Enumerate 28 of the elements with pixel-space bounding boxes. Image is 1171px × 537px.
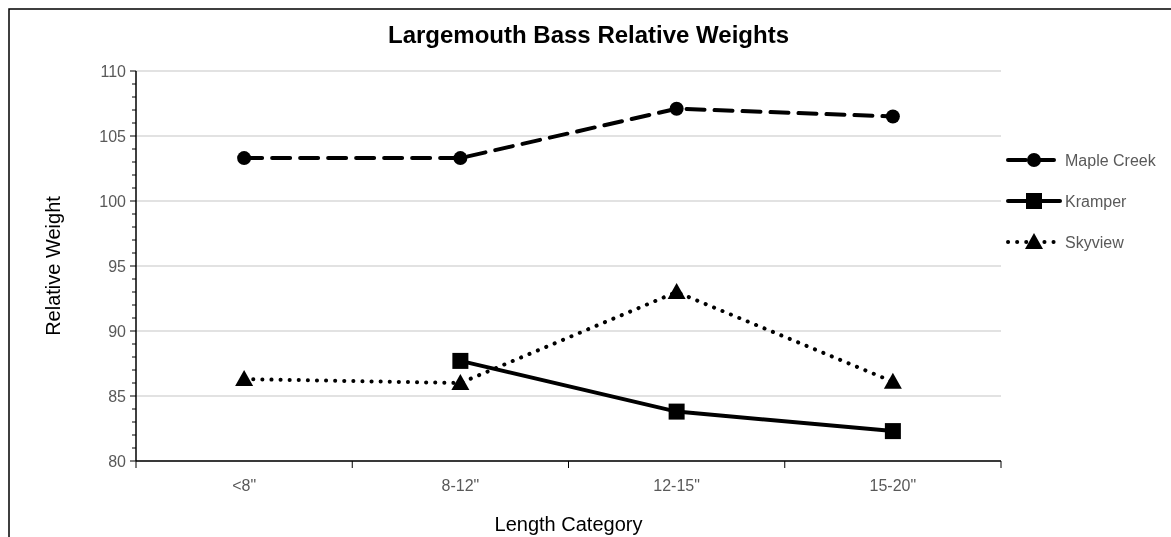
- legend-label: Skyview: [1065, 233, 1125, 251]
- point: [451, 374, 470, 390]
- y-tick-label: 90: [108, 322, 127, 340]
- legend-label: Kramper: [1065, 192, 1128, 210]
- point: [884, 423, 901, 440]
- point: [237, 151, 252, 166]
- y-tick-label: 85: [108, 387, 127, 405]
- y-tick-label: 100: [99, 192, 127, 210]
- point: [885, 109, 900, 124]
- point: [668, 403, 685, 420]
- point: [669, 101, 684, 116]
- x-axis-title: Length Category: [494, 513, 643, 535]
- point: [667, 283, 686, 299]
- legend-label: Maple Creek: [1065, 151, 1157, 169]
- x-tick-label: 15-20": [869, 477, 917, 494]
- x-tick-label: <8": [232, 477, 257, 494]
- y-tick-label: 80: [108, 452, 127, 470]
- x-tick-label: 8-12": [441, 477, 480, 494]
- point: [883, 372, 902, 389]
- chart-title: Largemouth Bass Relative Weights: [388, 21, 789, 48]
- point: [453, 151, 468, 166]
- point: [235, 370, 254, 387]
- y-tick-label: 105: [99, 127, 127, 145]
- x-tick-label: 12-15": [653, 477, 700, 494]
- y-axis-title: Relative Weight: [42, 195, 64, 336]
- point: [452, 352, 469, 369]
- y-tick-label: 110: [100, 62, 127, 80]
- y-tick-label: 95: [108, 257, 127, 275]
